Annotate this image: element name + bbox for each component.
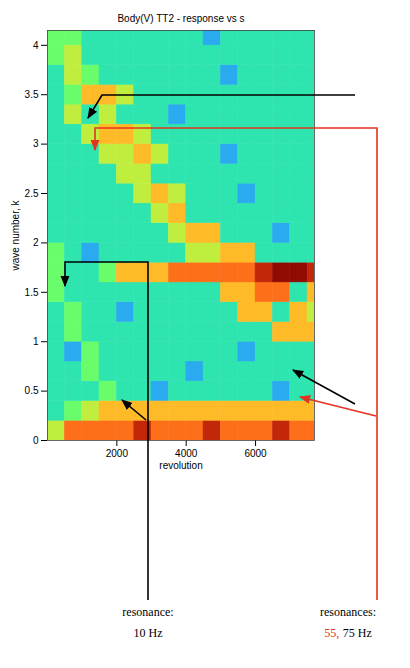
svg-text:resonances:: resonances: — [320, 605, 376, 619]
svg-text:3: 3 — [33, 138, 39, 149]
svg-text:0: 0 — [33, 435, 39, 446]
svg-text:0.5: 0.5 — [25, 385, 39, 396]
svg-text:revolution: revolution — [159, 460, 202, 471]
svg-text:wave number, k: wave number, k — [10, 199, 21, 271]
svg-text:Body(V) TT2 - response vs s: Body(V) TT2 - response vs s — [117, 13, 244, 24]
svg-text:2.5: 2.5 — [25, 188, 39, 199]
svg-text:10 Hz: 10 Hz — [134, 626, 163, 640]
svg-text:2000: 2000 — [106, 448, 129, 459]
svg-text:4: 4 — [33, 40, 39, 51]
svg-text:6000: 6000 — [244, 448, 267, 459]
svg-text:2: 2 — [33, 237, 39, 248]
svg-text:1.5: 1.5 — [25, 287, 39, 298]
svg-text:55,75 Hz: 55,75 Hz — [324, 626, 372, 640]
svg-text:3.5: 3.5 — [25, 89, 39, 100]
svg-text:resonance:: resonance: — [122, 605, 173, 619]
svg-text:4000: 4000 — [175, 448, 198, 459]
svg-text:1: 1 — [33, 336, 39, 347]
